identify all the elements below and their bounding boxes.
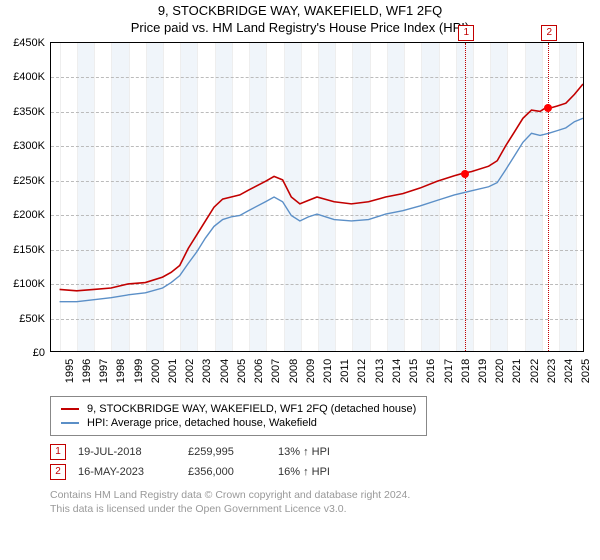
y-tick-label: £350K bbox=[13, 106, 51, 118]
x-tick-label: 2001 bbox=[163, 359, 179, 383]
transaction-row: 1 19-JUL-2018£259,99513% ↑ HPI bbox=[50, 442, 378, 462]
x-tick-label: 2009 bbox=[301, 359, 317, 383]
x-tick-label: 2016 bbox=[421, 359, 437, 383]
x-tick-label: 2013 bbox=[370, 359, 386, 383]
x-tick-label: 1998 bbox=[111, 359, 127, 383]
legend-label: 9, STOCKBRIDGE WAY, WAKEFIELD, WF1 2FQ (… bbox=[87, 403, 416, 415]
legend-row: HPI: Average price, detached house, Wake… bbox=[61, 417, 416, 429]
y-tick-label: £250K bbox=[13, 175, 51, 187]
series-svg bbox=[51, 43, 583, 351]
credits-line1: Contains HM Land Registry data © Crown c… bbox=[50, 488, 410, 502]
transaction-delta: 16% ↑ HPI bbox=[278, 466, 378, 478]
y-tick-label: £400K bbox=[13, 71, 51, 83]
x-tick-label: 2012 bbox=[352, 359, 368, 383]
transaction-badge: 1 bbox=[458, 25, 474, 41]
x-tick-label: 2022 bbox=[525, 359, 541, 383]
legend-swatch bbox=[61, 408, 79, 410]
y-tick-label: £300K bbox=[13, 140, 51, 152]
series-hpi bbox=[60, 118, 583, 301]
x-tick-label: 2024 bbox=[559, 359, 575, 383]
legend-label: HPI: Average price, detached house, Wake… bbox=[87, 417, 317, 429]
x-tick-label: 2010 bbox=[318, 359, 334, 383]
transaction-delta: 13% ↑ HPI bbox=[278, 446, 378, 458]
x-tick-label: 2006 bbox=[249, 359, 265, 383]
plot-area: 1995199619971998199920002001200220032004… bbox=[50, 42, 584, 352]
x-tick-label: 2004 bbox=[215, 359, 231, 383]
legend-swatch bbox=[61, 422, 79, 424]
x-tick-label: 1997 bbox=[94, 359, 110, 383]
x-tick-label: 1995 bbox=[60, 359, 76, 383]
transaction-row-badge: 1 bbox=[50, 444, 66, 460]
x-tick-label: 1999 bbox=[129, 359, 145, 383]
y-tick-label: £100K bbox=[13, 278, 51, 290]
transaction-table: 1 19-JUL-2018£259,99513% ↑ HPI 2 16-MAY-202… bbox=[50, 442, 378, 482]
title-address: 9, STOCKBRIDGE WAY, WAKEFIELD, WF1 2FQ bbox=[0, 3, 600, 18]
chart-container: 9, STOCKBRIDGE WAY, WAKEFIELD, WF1 2FQ P… bbox=[0, 0, 600, 560]
x-tick-label: 2020 bbox=[490, 359, 506, 383]
title-sub: Price paid vs. HM Land Registry's House … bbox=[0, 20, 600, 35]
x-tick-label: 2005 bbox=[232, 359, 248, 383]
legend-row: 9, STOCKBRIDGE WAY, WAKEFIELD, WF1 2FQ (… bbox=[61, 403, 416, 415]
credits-line2: This data is licensed under the Open Gov… bbox=[50, 502, 410, 516]
y-tick-label: £50K bbox=[19, 313, 51, 325]
x-tick-label: 2002 bbox=[180, 359, 196, 383]
transaction-date: 16-MAY-2023 bbox=[78, 466, 188, 478]
transaction-row: 2 16-MAY-2023£356,00016% ↑ HPI bbox=[50, 462, 378, 482]
x-tick-label: 2015 bbox=[404, 359, 420, 383]
x-tick-label: 2018 bbox=[456, 359, 472, 383]
x-tick-label: 2019 bbox=[473, 359, 489, 383]
transaction-badge: 2 bbox=[541, 25, 557, 41]
credits: Contains HM Land Registry data © Crown c… bbox=[50, 488, 410, 516]
x-tick-label: 2011 bbox=[335, 359, 351, 383]
y-tick-label: £450K bbox=[13, 37, 51, 49]
transaction-price: £356,000 bbox=[188, 466, 278, 478]
y-tick-label: £200K bbox=[13, 209, 51, 221]
series-property bbox=[60, 84, 583, 291]
x-tick-label: 2023 bbox=[542, 359, 558, 383]
x-tick-label: 2008 bbox=[284, 359, 300, 383]
x-tick-label: 2007 bbox=[266, 359, 282, 383]
x-tick-label: 2000 bbox=[146, 359, 162, 383]
x-tick-label: 2021 bbox=[507, 359, 523, 383]
legend: 9, STOCKBRIDGE WAY, WAKEFIELD, WF1 2FQ (… bbox=[50, 396, 427, 436]
x-tick-label: 2025 bbox=[576, 359, 592, 383]
transaction-price: £259,995 bbox=[188, 446, 278, 458]
y-tick-label: £0 bbox=[33, 347, 51, 359]
transaction-row-badge: 2 bbox=[50, 464, 66, 480]
transaction-date: 19-JUL-2018 bbox=[78, 446, 188, 458]
x-tick-label: 2003 bbox=[197, 359, 213, 383]
x-tick-label: 2017 bbox=[439, 359, 455, 383]
x-tick-label: 1996 bbox=[77, 359, 93, 383]
x-tick-label: 2014 bbox=[387, 359, 403, 383]
y-tick-label: £150K bbox=[13, 244, 51, 256]
